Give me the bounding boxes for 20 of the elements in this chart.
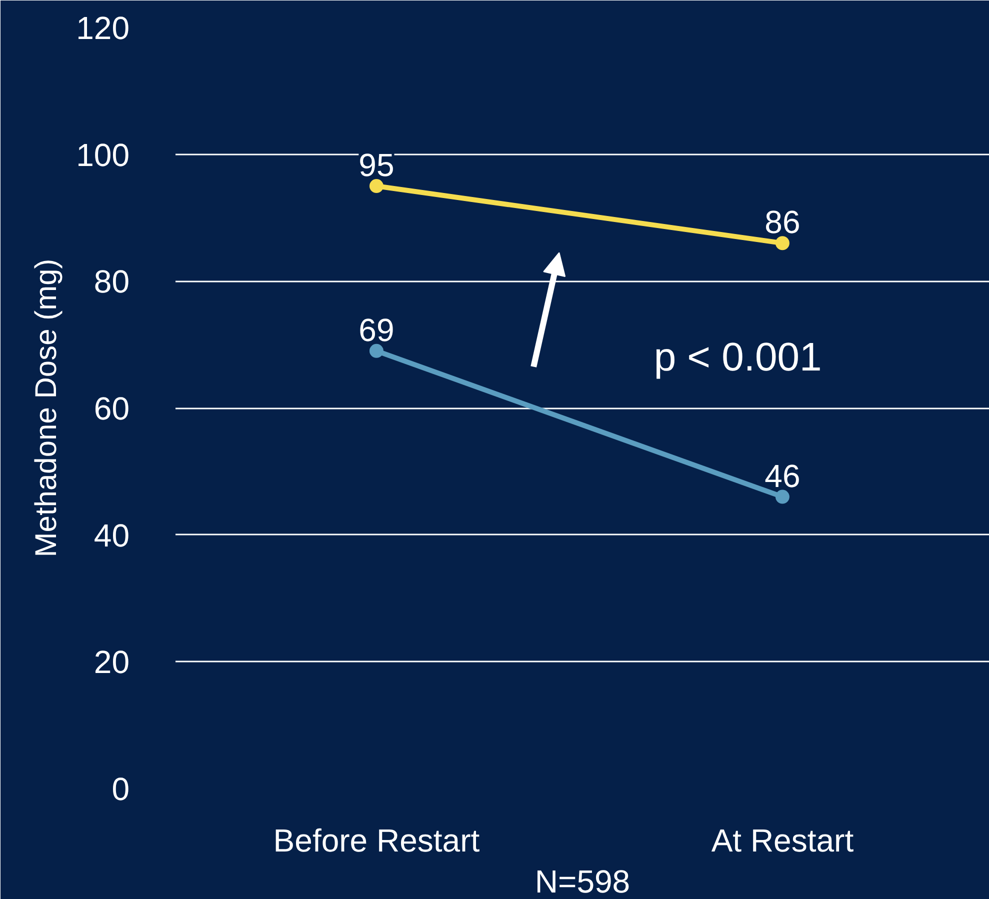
point [775, 236, 790, 250]
y-tick-label: 20 [94, 644, 130, 680]
y-axis-title: Methadone Dose (mg) [30, 258, 64, 558]
point [775, 490, 790, 504]
text: N=598 [534, 864, 630, 899]
data-label: 46 [764, 458, 800, 494]
y-tick-label: 60 [94, 390, 130, 426]
point [369, 344, 384, 358]
point [369, 179, 384, 194]
y-tick-label: 100 [76, 136, 130, 173]
y-tick-label: 0 [112, 771, 130, 807]
data-label: 86 [764, 204, 800, 240]
annotation: p < 0.001 [654, 335, 822, 380]
data-label: 95 [358, 147, 394, 184]
data-label: 69 [358, 312, 394, 348]
x-tick-label: At Restart [711, 822, 854, 858]
y-tick-label: 120 [76, 10, 130, 46]
y-tick-label: 40 [94, 517, 130, 554]
y-tick-label: 80 [94, 264, 130, 300]
x-tick-label: Before Restart [273, 822, 480, 858]
